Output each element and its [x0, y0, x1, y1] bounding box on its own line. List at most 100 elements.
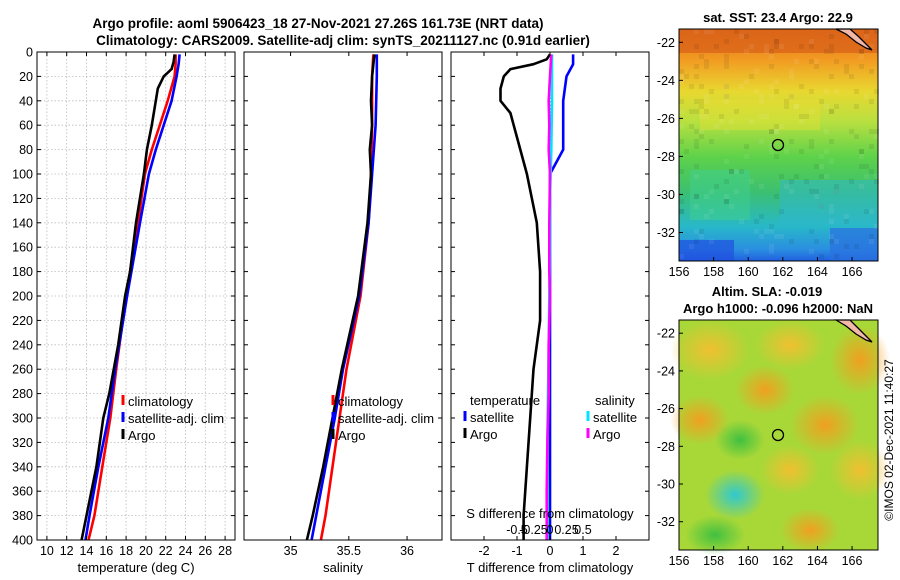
sst-pixel [709, 209, 714, 214]
sst-pixel [694, 194, 699, 199]
map-y-tick-label: -30 [657, 188, 675, 202]
sst-coastline [835, 28, 873, 51]
sst-pixel [819, 254, 824, 259]
map-y-tick-label: -32 [657, 226, 675, 240]
difference-panel: -2 -1 0 1 2 T difference from climatology S di… [450, 51, 650, 575]
sst-pixel [704, 59, 709, 64]
legend-label: Argo [338, 428, 365, 443]
x-tick-label: 16 [99, 544, 113, 558]
sst-pixel [824, 174, 829, 179]
sst-pixel [834, 254, 839, 259]
sst-pixel [684, 149, 689, 154]
sst-pixel [859, 149, 864, 154]
sst-pixel [809, 249, 814, 254]
sst-pixel [679, 199, 684, 204]
sst-pixel [789, 94, 794, 99]
sst-pixel [774, 194, 779, 199]
sst-pixel [764, 229, 769, 234]
x-tick-label: 36 [400, 544, 414, 558]
sst-pixel [739, 219, 744, 224]
sst-pixel [764, 44, 769, 49]
sst-pixel [814, 59, 819, 64]
sst-pixel [679, 109, 684, 114]
sst-pixel [699, 229, 704, 234]
sst-pixel [679, 169, 684, 174]
map-y-tick-label: -28 [657, 440, 675, 454]
sst-pixel [769, 129, 774, 134]
sst-pixel [704, 99, 709, 104]
legend-salinity-title: salinity [595, 393, 635, 408]
sst-pixel [854, 134, 859, 139]
sst-pixel [834, 104, 839, 109]
sst-pixel [724, 54, 729, 59]
sst-heatmap-image [679, 29, 879, 261]
sst-pixel [814, 64, 819, 69]
sst-pixel [844, 64, 849, 69]
sst-pixel [779, 44, 784, 49]
sst-pixel [859, 54, 864, 59]
sst-pixel [769, 249, 774, 254]
x-tick-label: 2 [613, 544, 620, 558]
x-tick-label: -1 [511, 544, 522, 558]
legend-temperature-title: temperature [470, 393, 540, 408]
sst-pixel [679, 79, 684, 84]
x-tick-label: 10 [40, 544, 54, 558]
sst-pixel [824, 129, 829, 134]
sst-pixel [789, 94, 794, 99]
sst-pixel [724, 64, 729, 69]
sst-pixel [679, 124, 684, 129]
x-axis-label: T difference from climatology [467, 560, 634, 575]
s-tick-label: -0.25 [519, 523, 548, 537]
sst-pixel [819, 164, 824, 169]
series-t-argo [499, 53, 552, 540]
credit-text: ©IMOS 02-Dec-2021 11:40:27 [882, 359, 896, 521]
sst-pixel [694, 29, 699, 34]
sst-pixel [744, 79, 749, 84]
sst-pixel [694, 164, 699, 169]
x-tick-label: 35.5 [337, 544, 361, 558]
y-tick-label: 320 [12, 436, 33, 450]
y-tick-label: 140 [12, 216, 33, 230]
sst-pixel [759, 99, 764, 104]
sst-pixel [704, 214, 709, 219]
sst-pixel [749, 119, 754, 124]
sst-pixel [829, 44, 834, 49]
sst-pixel [769, 144, 774, 149]
sst-map: sat. SST: 23.4 Argo: 22.9 156 158 160 162 16… [657, 10, 879, 279]
sst-pixel [679, 99, 684, 104]
sst-pixel [694, 204, 699, 209]
x-tick-label: -2 [478, 544, 489, 558]
sst-pixel [854, 104, 859, 109]
sst-pixel [869, 144, 874, 149]
sst-pixel [744, 49, 749, 54]
sst-pixel [859, 149, 864, 154]
sst-pixel [809, 139, 814, 144]
sst-pixel [784, 149, 789, 154]
sst-pixel [769, 84, 774, 89]
y-tick-label: 80 [19, 143, 33, 157]
sst-pixel [724, 159, 729, 164]
sst-pixel [694, 129, 699, 134]
sst-pixel [689, 244, 694, 249]
x-tick-label: 1 [580, 544, 587, 558]
sst-pixel [764, 49, 769, 54]
sst-pixel [774, 89, 779, 94]
sst-pixel [694, 144, 699, 149]
sst-pixel [769, 244, 774, 249]
sst-pixel [694, 194, 699, 199]
sst-pixel [689, 109, 694, 114]
sst-pixel [769, 224, 774, 229]
map-y-tick-label: -26 [657, 112, 675, 126]
sst-pixel [724, 199, 729, 204]
sst-pixel [799, 119, 804, 124]
sst-pixel [744, 34, 749, 39]
legend-label: satellite-adj. clim [338, 411, 434, 426]
sst-pixel [834, 184, 839, 189]
figure-title-line1: Argo profile: aoml 5906423_18 27-Nov-202… [93, 16, 544, 31]
y-tick-label: 240 [12, 338, 33, 352]
sst-pixel [864, 94, 869, 99]
sst-pixel [699, 104, 704, 109]
sst-pixel [694, 44, 699, 49]
sla-map-title-line1: Altim. SLA: -0.019 [712, 284, 823, 299]
